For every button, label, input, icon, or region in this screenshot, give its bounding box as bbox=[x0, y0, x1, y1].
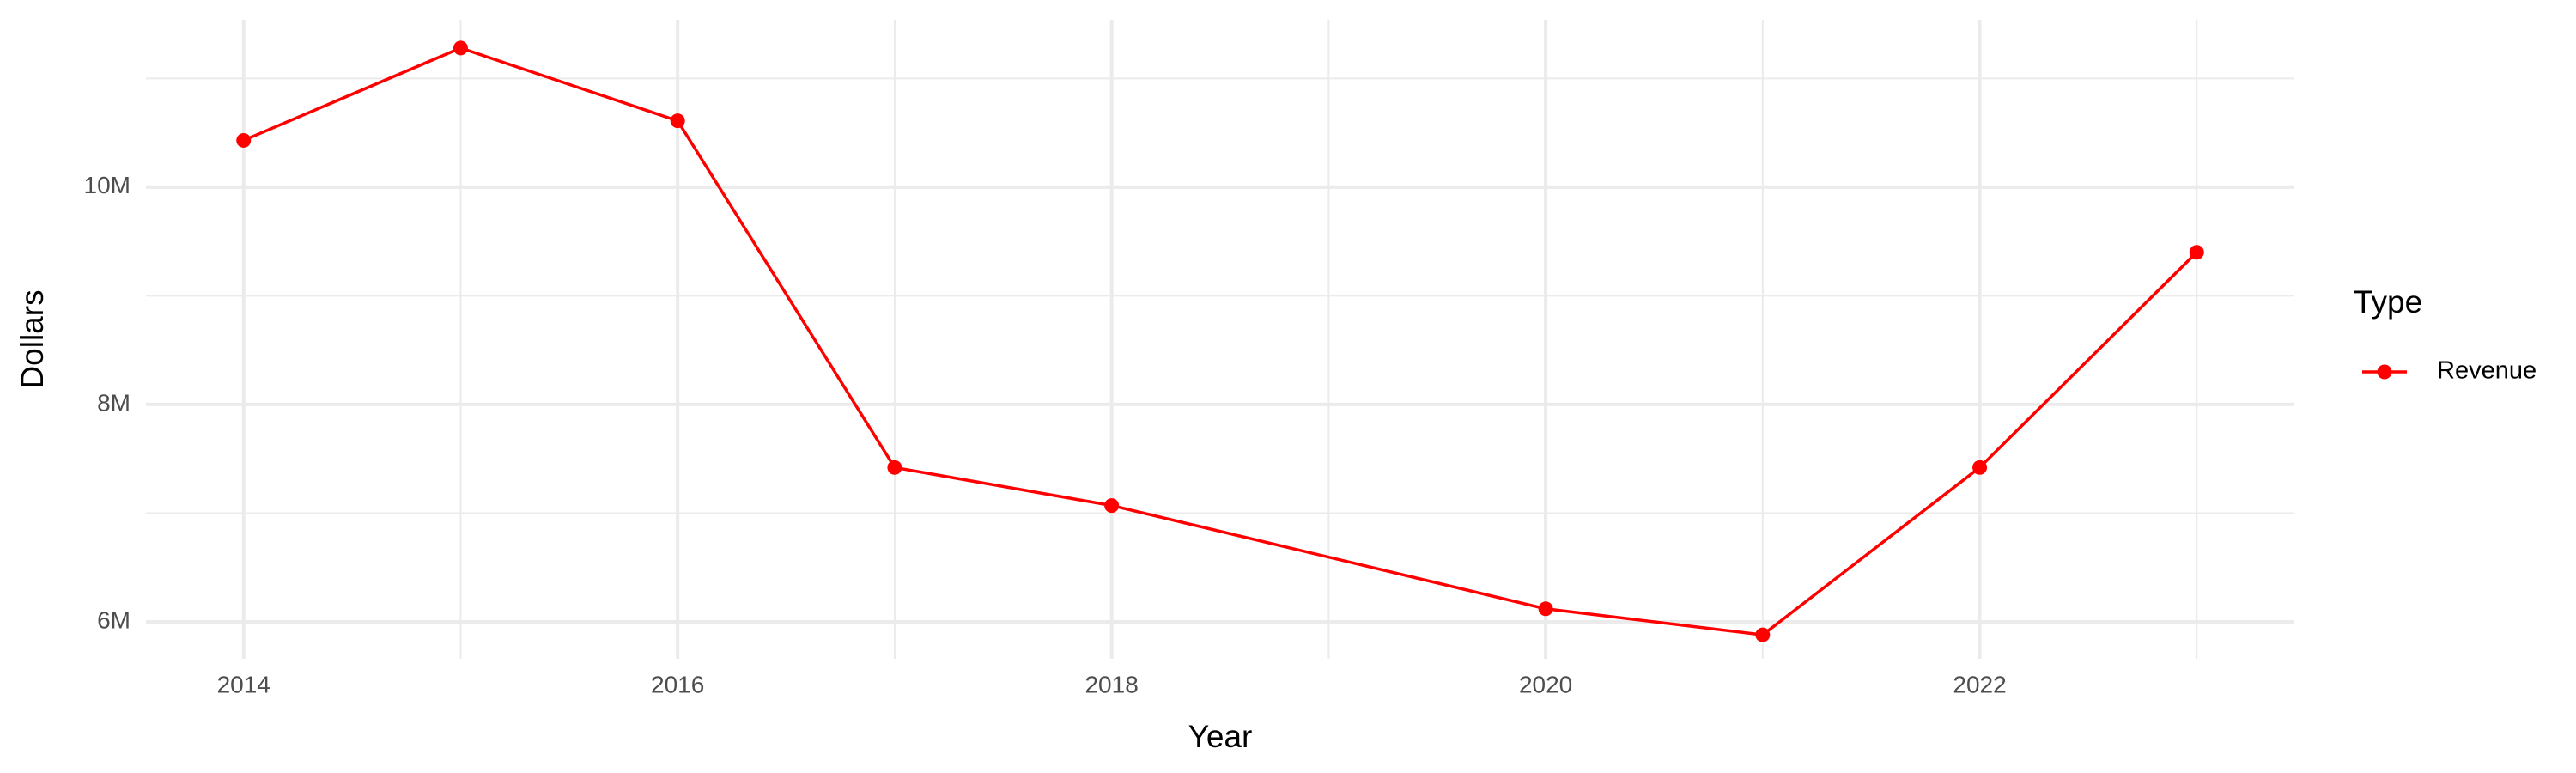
data-point bbox=[1104, 498, 1120, 514]
x-tick-label: 2016 bbox=[651, 671, 704, 697]
data-point bbox=[1538, 601, 1553, 617]
data-point bbox=[236, 132, 252, 148]
legend-key-point bbox=[2377, 364, 2392, 380]
legend-label: Revenue bbox=[2437, 357, 2537, 385]
legend-title: Type bbox=[2354, 284, 2422, 320]
data-point bbox=[2189, 245, 2204, 260]
y-axis-title: Dollars bbox=[15, 289, 50, 388]
data-point bbox=[1972, 460, 1988, 475]
y-tick-label: 10M bbox=[84, 172, 131, 198]
data-point bbox=[670, 113, 685, 129]
x-tick-label: 2020 bbox=[1519, 671, 1572, 697]
data-point bbox=[887, 460, 902, 475]
x-tick-label: 2022 bbox=[1953, 671, 2006, 697]
x-axis-title: Year bbox=[1188, 719, 1253, 754]
y-tick-label: 8M bbox=[97, 389, 131, 416]
data-point bbox=[453, 40, 468, 56]
x-tick-label: 2014 bbox=[217, 671, 270, 697]
x-tick-label: 2018 bbox=[1084, 671, 1138, 697]
data-point bbox=[1755, 627, 1771, 642]
y-tick-label: 6M bbox=[97, 606, 131, 633]
series-line bbox=[243, 46, 2198, 636]
